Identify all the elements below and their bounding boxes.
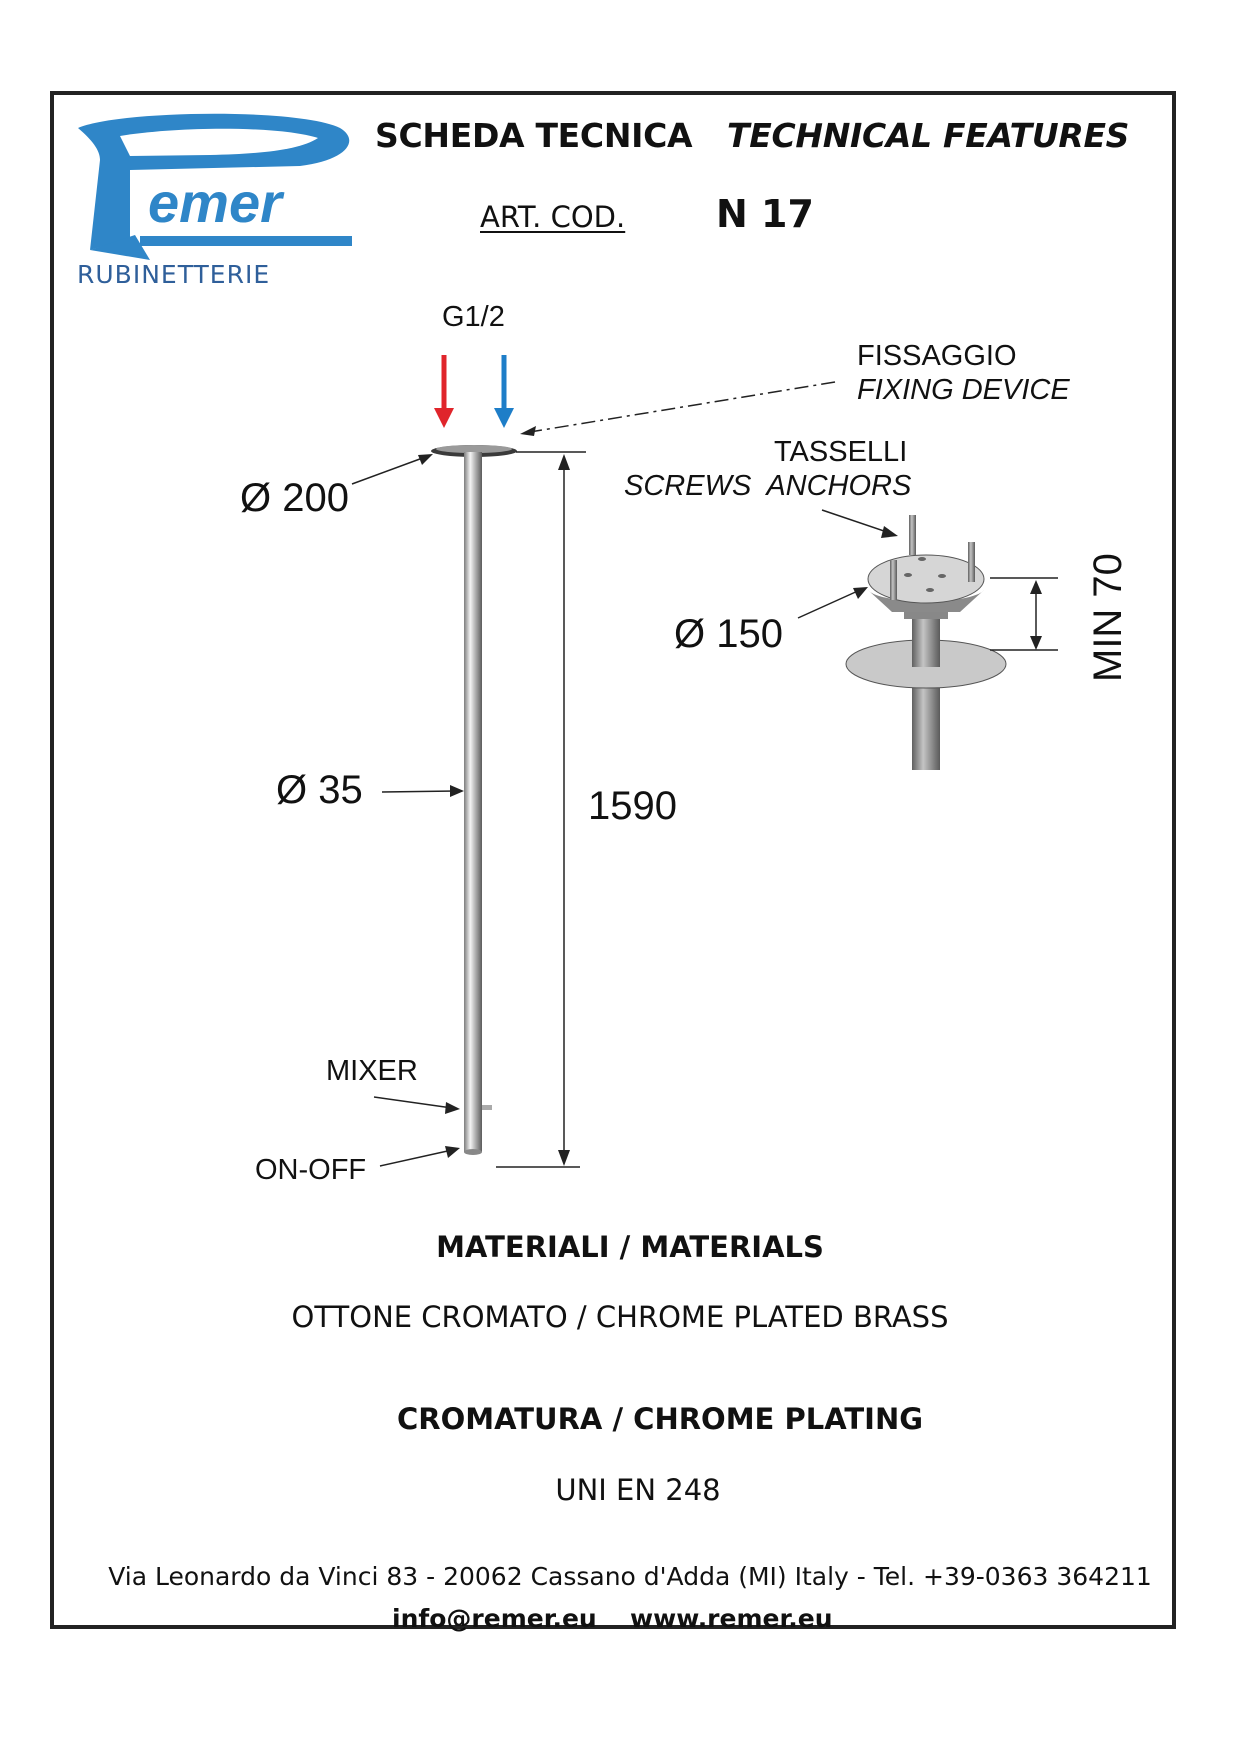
min-depth-value: MIN 70: [1086, 553, 1130, 682]
leader-mixer: [373, 1096, 460, 1114]
on-off-label: ON-OFF: [255, 1154, 367, 1186]
brand-tagline: RUBINETTERIE: [77, 260, 271, 289]
inlet-label: G1/2: [442, 301, 505, 333]
art-cod-value: N 17: [716, 192, 814, 236]
art-cod-label: ART. COD.: [480, 200, 626, 234]
fixing-label-en: FIXING DEVICE: [857, 374, 1070, 406]
fixing-device-detail: [845, 515, 1007, 770]
shower-column: [431, 445, 517, 1155]
leader-anchors: [821, 509, 898, 538]
anchors-label-en: SCREWS ANCHORS: [624, 470, 912, 502]
title-italian: SCHEDA TECNICA: [375, 116, 693, 155]
min-depth-dimension: [990, 577, 1058, 651]
mixer-label: MIXER: [326, 1055, 418, 1087]
tube-diameter: Ø 35: [276, 768, 363, 812]
plating-value: UNI EN 248: [555, 1473, 721, 1507]
base-diameter: Ø 150: [674, 612, 783, 656]
cold-inlet-arrow: [494, 355, 514, 428]
remer-logo: emer: [78, 113, 352, 260]
footer-address: Via Leonardo da Vinci 83 - 20062 Cassano…: [108, 1562, 1152, 1591]
materials-title: MATERIALI / MATERIALS: [436, 1230, 824, 1264]
length-value: 1590: [588, 784, 677, 828]
fixing-leader: [520, 381, 836, 436]
plating-title: CROMATURA / CHROME PLATING: [396, 1402, 924, 1436]
leader-dia-35: [381, 785, 464, 797]
leader-on-off: [379, 1146, 460, 1167]
page-frame: [50, 91, 1176, 1629]
footer-email[interactable]: info@remer.eu: [392, 1604, 597, 1633]
footer-website[interactable]: www.remer.eu: [630, 1604, 833, 1633]
flange-diameter: Ø 200: [240, 476, 349, 520]
svg-text:emer: emer: [148, 171, 285, 234]
leader-dia-150: [797, 587, 868, 619]
leader-dia-200: [351, 454, 433, 485]
length-dimension: [496, 451, 586, 1168]
fixing-label-it: FISSAGGIO: [857, 340, 1017, 372]
anchors-label-it: TASSELLI: [774, 436, 908, 468]
materials-value: OTTONE CROMATO / CHROME PLATED BRASS: [291, 1300, 949, 1334]
hot-inlet-arrow: [434, 355, 454, 428]
title-english: TECHNICAL FEATURES: [727, 116, 1130, 155]
